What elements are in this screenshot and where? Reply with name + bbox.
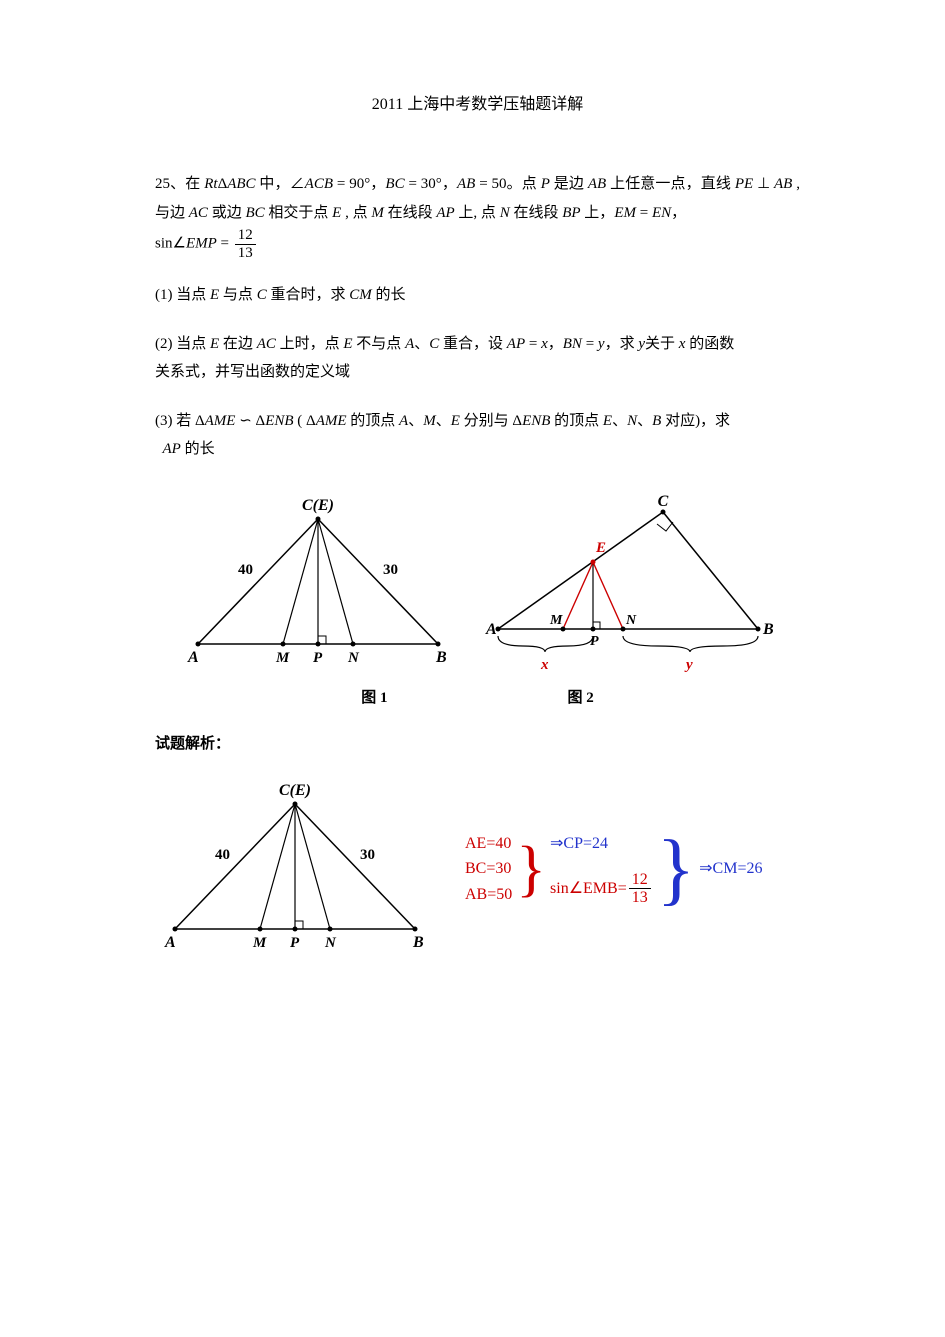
svg-text:C(E): C(E) <box>279 782 311 799</box>
svg-text:C: C <box>657 494 668 510</box>
problem-number: 25、 <box>155 176 185 192</box>
svg-text:30: 30 <box>383 562 398 578</box>
derivation-formulas: AE=40 BC=30 AB=50 } ⇒CP=24 sin∠EMB=1213 … <box>465 831 762 908</box>
page-title: 2011 上海中考数学压轴题详解 <box>155 90 800 120</box>
svg-text:M: M <box>252 935 267 951</box>
svg-text:A: A <box>187 649 199 666</box>
analysis-section: C(E) 40 30 A B M P N AE=40 BC=30 AB=50 }… <box>155 779 800 959</box>
analysis-diagram: C(E) 40 30 A B M P N <box>155 779 435 959</box>
svg-text:y: y <box>684 657 693 673</box>
brace-icon: } <box>516 843 546 896</box>
figure-labels: 图 1 图 2 <box>155 684 800 713</box>
analysis-heading: 试题解析： <box>155 730 800 759</box>
svg-text:M: M <box>275 650 290 666</box>
figure-2-label: 图 2 <box>568 684 594 713</box>
svg-text:A: A <box>164 934 176 951</box>
svg-text:B: B <box>435 649 447 666</box>
fraction-12-13: 1213 <box>235 227 256 261</box>
brace-icon-large: } <box>657 835 695 903</box>
svg-text:40: 40 <box>238 562 253 578</box>
svg-text:N: N <box>625 613 637 628</box>
svg-text:B: B <box>412 934 424 951</box>
svg-text:P: P <box>290 935 300 951</box>
svg-text:30: 30 <box>360 847 375 863</box>
svg-text:A: A <box>485 621 497 638</box>
svg-text:M: M <box>549 613 563 628</box>
figure-2-diagram: C E A B M P N x y <box>478 494 778 674</box>
svg-text:N: N <box>347 650 360 666</box>
question-3: (3) 若 ΔAME ∽ ΔENB ( ΔAME 的顶点 A、M、E 分别与 Δ… <box>155 407 800 464</box>
svg-text:P: P <box>590 634 599 649</box>
svg-text:40: 40 <box>215 847 230 863</box>
figure-1-label: 图 1 <box>361 684 387 713</box>
svg-text:C(E): C(E) <box>302 497 334 514</box>
figure-1-diagram: C(E) 40 30 A B M P N <box>178 494 458 674</box>
svg-text:B: B <box>762 621 774 638</box>
svg-text:N: N <box>324 935 337 951</box>
svg-text:P: P <box>313 650 323 666</box>
svg-text:E: E <box>595 540 606 556</box>
figures-container: C(E) 40 30 A B M P N C E A <box>155 494 800 674</box>
svg-text:x: x <box>540 657 549 673</box>
problem-statement: 25、在 RtΔABC 中，∠ACB = 90°，BC = 30°，AB = 5… <box>155 170 800 261</box>
question-1: (1) 当点 E 与点 C 重合时，求 CM 的长 <box>155 281 800 310</box>
question-2: (2) 当点 E 在边 AC 上时，点 E 不与点 A、C 重合，设 AP = … <box>155 330 800 387</box>
